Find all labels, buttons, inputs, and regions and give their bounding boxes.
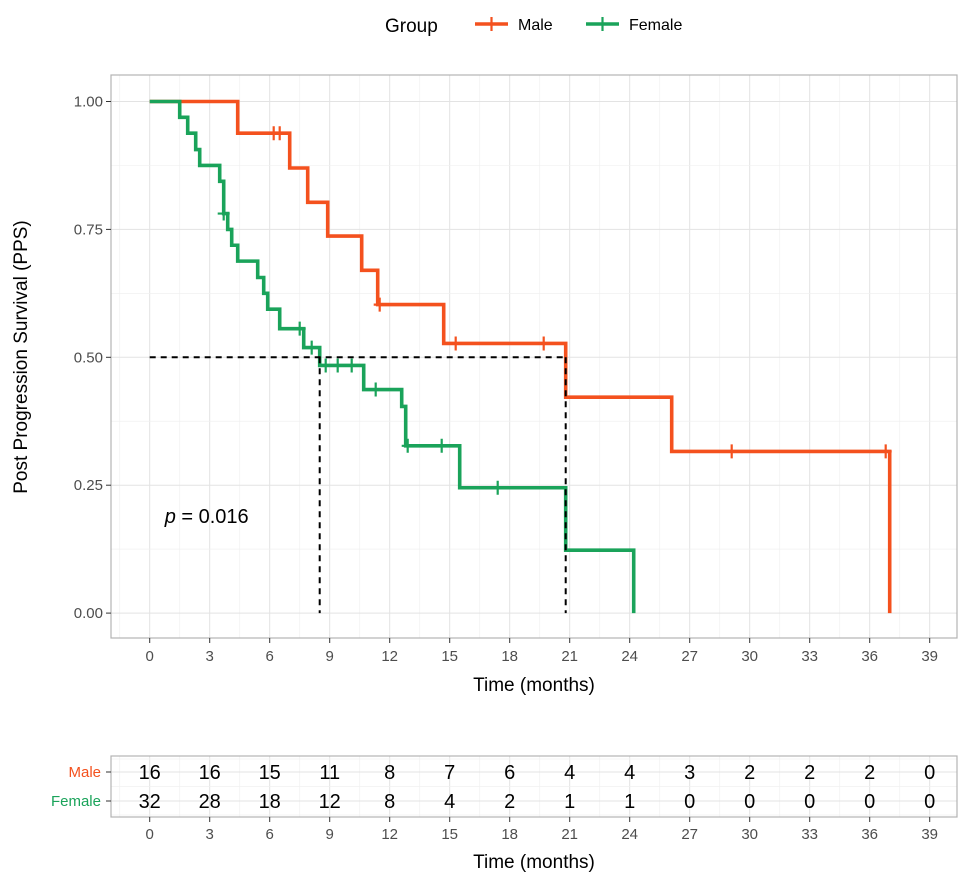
table-x-tick-label: 12	[381, 826, 398, 843]
x-tick-label: 12	[381, 648, 398, 665]
risk-count-cell: 2	[804, 762, 815, 784]
x-tick-label: 30	[741, 648, 758, 665]
censor-mark	[449, 336, 462, 351]
table-x-tick-label: 33	[801, 826, 818, 843]
censor-mark	[401, 438, 414, 453]
table-x-tick-label: 18	[501, 826, 518, 843]
x-tick-label: 27	[681, 648, 698, 665]
y-tick-label: 0.75	[74, 221, 103, 238]
censor-mark	[331, 358, 344, 373]
median-lines	[149, 356, 567, 614]
censor-mark	[369, 382, 382, 397]
x-tick-label: 36	[861, 648, 878, 665]
x-tick-label: 21	[561, 648, 578, 665]
risk-count-cell: 7	[444, 762, 455, 784]
x-tick-label: 0	[146, 648, 154, 665]
risk-count-cell: 8	[384, 791, 395, 813]
risk-count-cell: 3	[684, 762, 695, 784]
table-x-tick-label: 6	[266, 826, 274, 843]
risk-count-cell: 2	[864, 762, 875, 784]
y-tick-label: 1.00	[74, 94, 103, 111]
series-male	[149, 99, 892, 614]
censor-mark	[293, 321, 306, 336]
table-x-tick-label: 30	[741, 826, 758, 843]
y-axis-title: Post Progression Survival (PPS)	[11, 220, 32, 494]
censor-mark	[537, 336, 550, 351]
x-tick-label: 3	[206, 648, 214, 665]
risk-count-cell: 0	[924, 762, 935, 784]
table-x-axis-title: Time (months)	[473, 852, 595, 873]
x-tick-label: 39	[921, 648, 938, 665]
censor-mark	[373, 297, 386, 312]
x-axis-title: Time (months)	[473, 675, 595, 696]
censor-mark	[491, 480, 504, 495]
y-tick-label: 0.00	[74, 605, 103, 622]
legend-label-female: Female	[629, 17, 682, 34]
risk-count-cell: 1	[624, 791, 635, 813]
risk-count-cell: 32	[139, 791, 161, 813]
censor-mark	[319, 358, 332, 373]
p-value-symbol: p	[164, 506, 176, 528]
table-x-tick-label: 0	[146, 826, 154, 843]
legend: Group Male Female	[385, 16, 682, 37]
survival-curve-male	[149, 99, 892, 614]
risk-count-cell: 28	[199, 791, 221, 813]
x-tick-label: 9	[326, 648, 334, 665]
risk-count-cell: 4	[624, 762, 635, 784]
x-tick-label: 6	[266, 648, 274, 665]
risk-count-cell: 0	[804, 791, 815, 813]
x-tick-label: 33	[801, 648, 818, 665]
censor-mark	[273, 126, 286, 141]
table-x-tick-label: 39	[921, 826, 938, 843]
x-tick-label: 15	[441, 648, 458, 665]
censor-mark	[305, 340, 318, 355]
risk-count-cell: 0	[744, 791, 755, 813]
risk-row-label-male: Male	[68, 764, 101, 781]
legend-label-male: Male	[518, 17, 553, 34]
y-tick-label: 0.25	[74, 477, 103, 494]
risk-table-border	[110, 755, 958, 818]
risk-count-cell: 4	[564, 762, 575, 784]
table-x-tick-label: 36	[861, 826, 878, 843]
x-tick-label: 18	[501, 648, 518, 665]
legend-title: Group	[385, 16, 438, 37]
risk-count-cell: 6	[504, 762, 515, 784]
risk-row-label-female: Female	[51, 793, 101, 810]
table-x-tick-label: 9	[326, 826, 334, 843]
risk-count-cell: 0	[684, 791, 695, 813]
plot-panel-border	[110, 74, 958, 639]
y-tick-label: 0.50	[74, 349, 103, 366]
risk-count-cell: 1	[564, 791, 575, 813]
series-female	[149, 99, 636, 614]
table-x-tick-label: 21	[561, 826, 578, 843]
table-x-tick-label: 15	[441, 826, 458, 843]
x-tick-label: 24	[621, 648, 638, 665]
censor-mark	[725, 444, 738, 459]
censor-mark	[217, 206, 230, 221]
risk-count-cell: 11	[319, 762, 340, 784]
censor-mark	[345, 358, 358, 373]
censor-mark	[879, 444, 892, 459]
risk-count-cell: 18	[259, 791, 281, 813]
risk-count-cell: 15	[259, 762, 281, 784]
risk-count-cell: 12	[319, 791, 341, 813]
risk-count-cell: 0	[924, 791, 935, 813]
risk-count-cell: 16	[139, 762, 161, 784]
survival-curve-female	[149, 99, 636, 614]
table-x-tick-label: 3	[206, 826, 214, 843]
table-x-tick-label: 27	[681, 826, 698, 843]
risk-count-cell: 16	[199, 762, 221, 784]
p-value-annotation: p = 0.016	[164, 506, 249, 528]
risk-count-cell: 8	[384, 762, 395, 784]
censor-mark	[435, 438, 448, 453]
risk-count-cell: 2	[504, 791, 515, 813]
risk-count-cell: 4	[444, 791, 455, 813]
p-value-text: = 0.016	[176, 506, 249, 528]
risk-count-cell: 2	[744, 762, 755, 784]
table-x-tick-label: 24	[621, 826, 638, 843]
risk-count-cell: 0	[864, 791, 875, 813]
